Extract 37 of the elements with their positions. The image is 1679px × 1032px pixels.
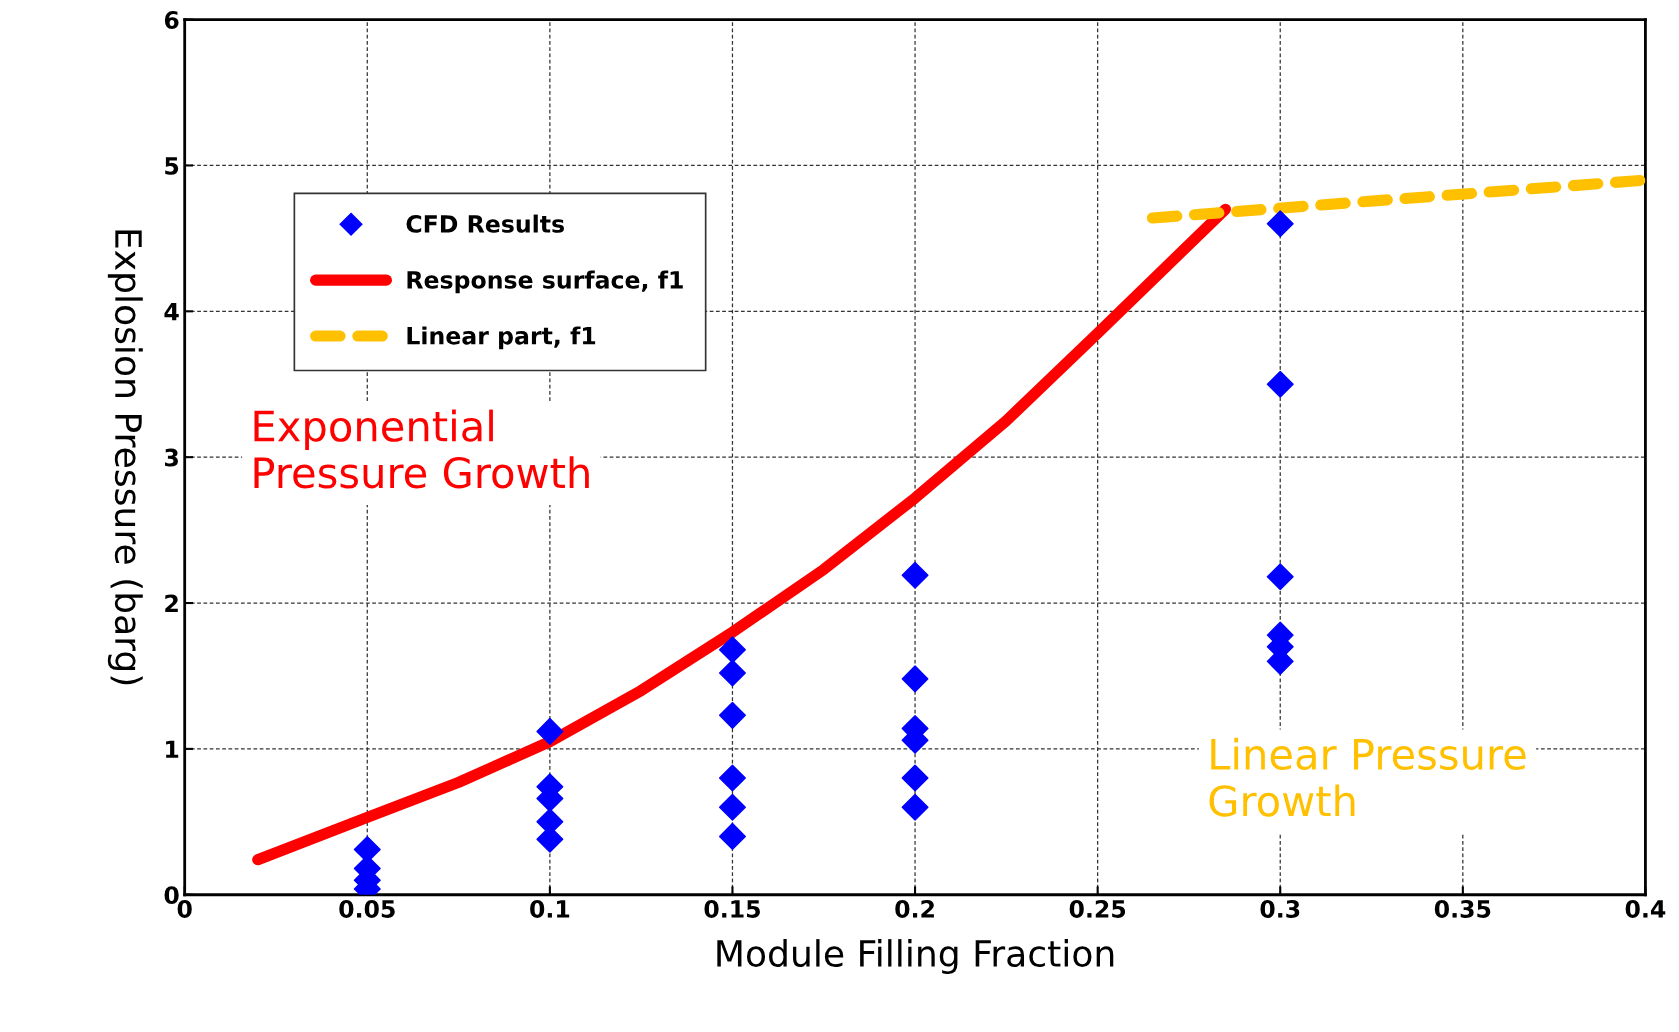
point xyxy=(1266,210,1294,238)
legend-label: Linear part, f1 xyxy=(407,326,596,350)
y-tick-label: 2 xyxy=(165,594,178,612)
point xyxy=(718,659,746,687)
point xyxy=(718,636,746,664)
point xyxy=(901,764,929,792)
y-tick-label: 1 xyxy=(166,740,179,758)
y-axis-title: Explosion Pressure (barg) xyxy=(107,230,143,685)
y-tick-label: 3 xyxy=(164,448,178,467)
point xyxy=(718,793,746,821)
point xyxy=(1266,563,1294,591)
annotation: Linear Pressure Growth xyxy=(1209,737,1526,817)
point xyxy=(718,764,746,792)
point xyxy=(901,561,929,589)
x-tick-label: 0.25 xyxy=(1069,900,1126,918)
y-tick-label: 5 xyxy=(165,157,179,175)
point xyxy=(901,793,929,821)
x-tick-label: 0.05 xyxy=(339,900,395,918)
legend-label: CFD Results xyxy=(406,214,564,233)
x-tick-label: 0.1 xyxy=(530,900,570,918)
x-tick-label: 0.35 xyxy=(1434,900,1491,918)
y-tick-label: 4 xyxy=(164,303,179,321)
annotation: Exponential Pressure Growth xyxy=(254,409,589,489)
y-tick-label: 0 xyxy=(164,886,179,905)
point xyxy=(718,701,746,729)
x-tick-label: 0.4 xyxy=(1625,900,1666,918)
x-axis-title: Module Filling Fraction xyxy=(717,939,1114,975)
point xyxy=(536,717,564,745)
point xyxy=(1266,370,1294,398)
legend-label: Response surface, f1 xyxy=(407,270,683,294)
point xyxy=(718,822,746,850)
x-tick-label: 0.15 xyxy=(704,900,760,918)
point xyxy=(901,665,929,693)
x-tick-label: 0 xyxy=(177,900,192,918)
y-tick-label: 6 xyxy=(164,11,179,29)
x-tick-label: 0.2 xyxy=(895,900,934,918)
x-tick-label: 0.3 xyxy=(1260,900,1300,918)
